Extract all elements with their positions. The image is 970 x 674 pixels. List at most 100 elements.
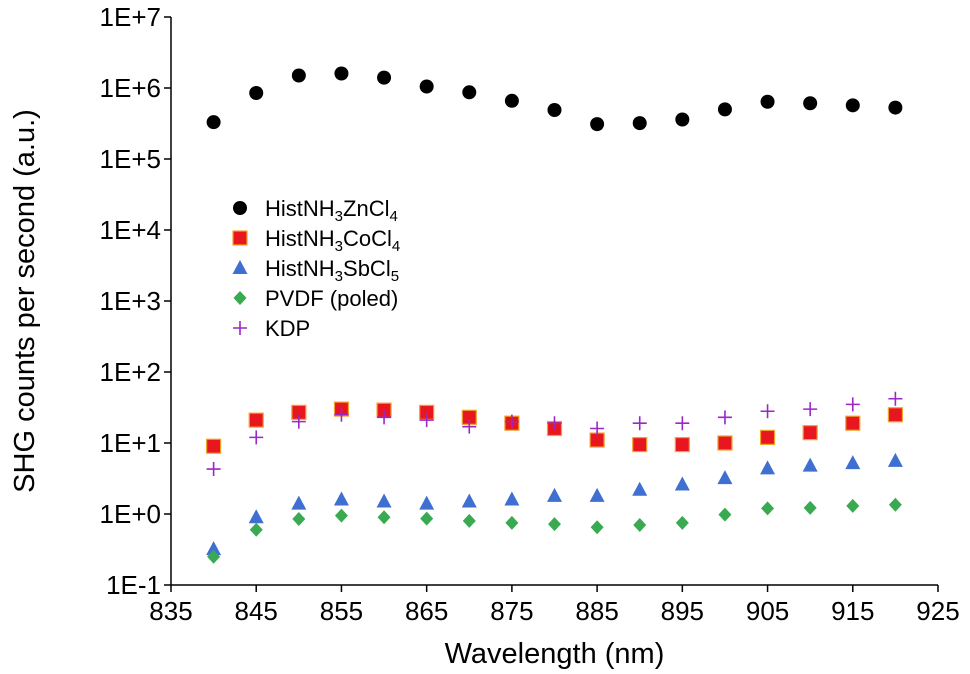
data-point <box>504 414 519 429</box>
data-series <box>206 66 903 564</box>
data-point <box>334 66 349 81</box>
data-point <box>547 416 562 431</box>
x-tick-label: 835 <box>149 596 192 626</box>
data-point <box>845 98 860 113</box>
legend: HistNH3​ZnCl4​HistNH3​CoCl4​HistNH3​SbCl… <box>232 196 400 341</box>
legend-item: HistNH3​ZnCl4​ <box>233 196 398 225</box>
data-point <box>887 407 903 423</box>
data-point <box>377 510 391 525</box>
data-point <box>505 515 519 530</box>
data-point <box>632 116 647 131</box>
data-point <box>675 112 690 127</box>
x-tick-label: 885 <box>575 596 618 626</box>
data-point <box>718 507 732 522</box>
y-tick-label: 1E+0 <box>100 499 161 529</box>
data-point <box>547 102 562 117</box>
data-point <box>632 416 647 431</box>
data-point <box>632 436 648 453</box>
data-point <box>887 452 903 467</box>
data-point <box>803 96 818 111</box>
x-tick-label: 925 <box>916 596 959 626</box>
data-point <box>248 412 264 428</box>
x-axis-ticks: 835 845 855 865 875 885 895 905 915 925 <box>149 585 960 626</box>
data-point <box>802 457 818 472</box>
data-point <box>802 425 818 441</box>
legend-item: KDP <box>233 316 310 341</box>
data-point <box>206 438 222 454</box>
data-point <box>462 513 476 528</box>
data-point <box>206 541 222 556</box>
data-point <box>761 501 775 516</box>
data-point <box>674 436 690 453</box>
data-point <box>461 493 477 508</box>
data-point <box>291 68 306 83</box>
data-point <box>589 487 605 502</box>
data-point <box>760 460 776 475</box>
legend-marker <box>233 321 247 335</box>
data-point <box>803 500 817 515</box>
x-tick-label: 865 <box>405 596 448 626</box>
legend-item: HistNH3​CoCl4​ <box>232 226 400 255</box>
data-point <box>419 413 434 428</box>
data-point <box>248 509 264 524</box>
legend-item: HistNH3​SbCl5​ <box>232 256 399 285</box>
y-tick-label: 1E+5 <box>100 144 161 174</box>
data-point <box>888 100 903 115</box>
y-tick-label: 1E+2 <box>100 357 161 387</box>
legend-label: HistNH3​SbCl5​ <box>265 256 399 285</box>
y-tick-label: 1E-1 <box>106 570 161 600</box>
legend-label: KDP <box>265 316 310 341</box>
data-point <box>759 429 776 445</box>
legend-label: HistNH3​CoCl4​ <box>265 226 400 255</box>
y-tick-label: 1E+6 <box>100 73 161 103</box>
data-point <box>845 415 861 431</box>
data-point <box>590 421 605 436</box>
legend-marker <box>232 230 248 246</box>
data-point <box>206 462 221 477</box>
data-point <box>334 508 348 523</box>
y-tick-label: 1E+3 <box>100 286 161 316</box>
series-diamond <box>207 497 902 564</box>
data-point <box>717 102 732 117</box>
legend-marker <box>232 260 248 274</box>
data-point <box>845 455 861 470</box>
legend-marker <box>233 291 247 305</box>
data-point <box>590 117 605 132</box>
legend-label: HistNH3​ZnCl4​ <box>265 196 398 225</box>
data-point <box>419 495 435 510</box>
x-tick-label: 845 <box>235 596 278 626</box>
data-point <box>760 94 775 109</box>
data-point <box>717 410 732 425</box>
y-axis-ticks: 1E-1 1E+0 1E+1 1E+2 1E+3 1E+4 1E+5 1E+6 1E+7 <box>100 2 171 600</box>
data-point <box>846 498 860 513</box>
series-circle <box>206 66 903 132</box>
y-axis-title: SHG counts per second (a.u.) <box>9 109 41 493</box>
data-point <box>419 79 434 94</box>
data-point <box>760 404 775 419</box>
data-point <box>249 86 264 101</box>
x-tick-label: 905 <box>746 596 789 626</box>
data-point <box>547 487 562 502</box>
y-tick-label: 1E+7 <box>100 2 161 32</box>
data-point <box>377 70 392 85</box>
series-plus <box>206 391 903 477</box>
data-point <box>291 414 306 429</box>
data-point <box>632 481 648 496</box>
data-point <box>888 391 903 406</box>
data-point <box>291 495 307 510</box>
x-tick-label: 855 <box>320 596 363 626</box>
data-point <box>462 419 477 434</box>
legend-label: PVDF (poled) <box>265 286 398 311</box>
data-point <box>633 517 647 532</box>
x-tick-label: 895 <box>661 596 704 626</box>
data-point <box>207 549 221 564</box>
data-point <box>548 517 561 532</box>
data-point <box>888 497 902 512</box>
data-point <box>675 515 689 530</box>
data-point <box>717 470 733 485</box>
data-point <box>376 493 392 508</box>
data-point <box>504 491 520 506</box>
x-tick-label: 915 <box>831 596 874 626</box>
data-point <box>675 416 690 431</box>
